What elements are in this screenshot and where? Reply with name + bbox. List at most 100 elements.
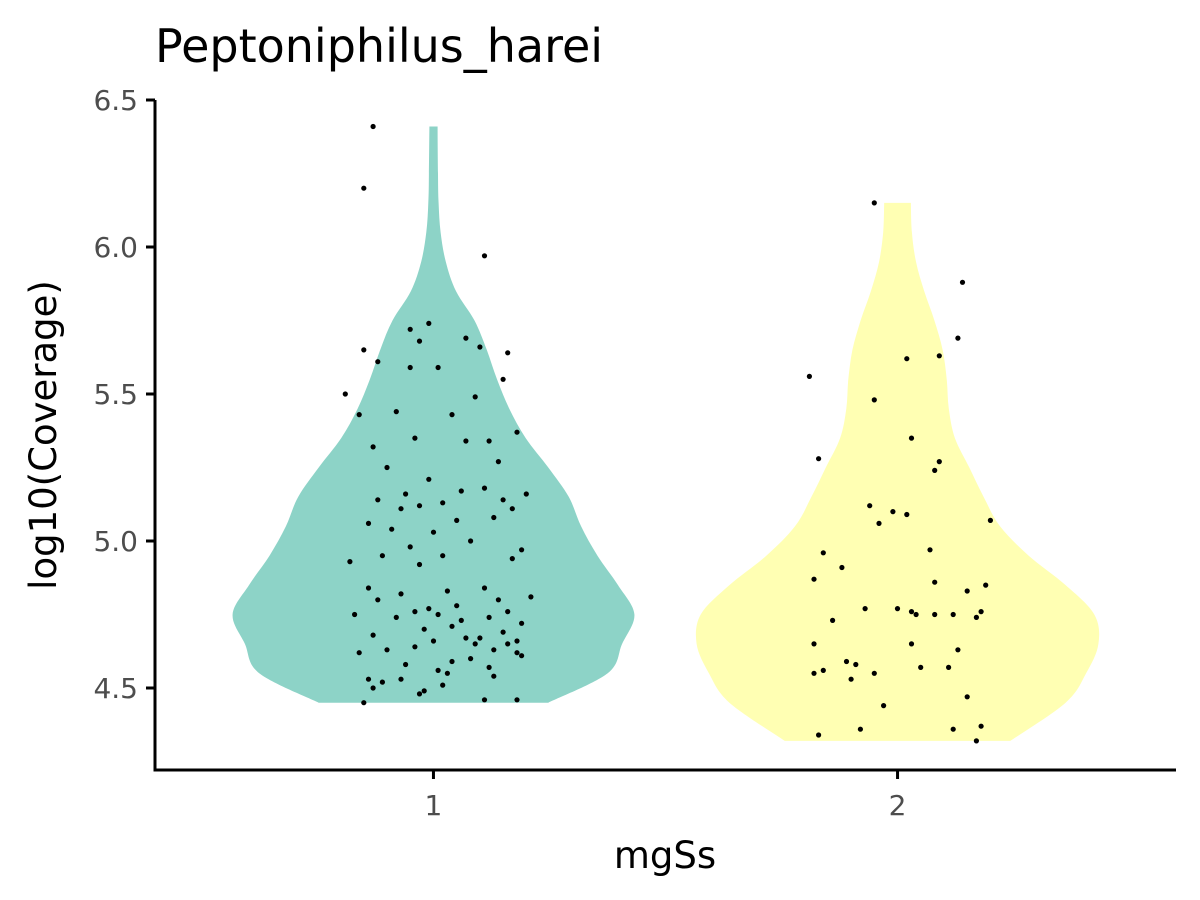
data-point <box>514 697 520 703</box>
data-point <box>867 503 873 509</box>
violin-1 <box>232 126 635 703</box>
y-tick-label: 5.5 <box>93 378 138 411</box>
data-point <box>495 597 501 603</box>
data-point <box>913 611 919 618</box>
data-point <box>398 676 404 682</box>
data-point <box>342 391 348 397</box>
data-point <box>430 529 437 535</box>
data-point <box>389 526 395 532</box>
data-point <box>370 444 376 450</box>
data-point <box>407 326 413 332</box>
data-point <box>894 606 901 612</box>
data-point <box>435 611 441 618</box>
data-point <box>356 650 362 656</box>
data-point <box>444 588 450 594</box>
data-point <box>430 638 437 644</box>
data-point <box>830 617 836 624</box>
data-point <box>853 661 859 668</box>
data-point <box>843 658 850 665</box>
data-point <box>978 609 984 615</box>
data-point <box>946 664 952 671</box>
data-point <box>918 664 924 671</box>
data-point <box>987 517 994 524</box>
data-point <box>495 459 501 465</box>
data-point <box>932 611 938 618</box>
data-point <box>964 588 970 594</box>
data-point <box>908 641 915 647</box>
data-point <box>964 694 970 700</box>
data-point <box>973 614 980 621</box>
data-point <box>908 609 915 615</box>
data-point <box>500 629 506 635</box>
data-point <box>463 438 469 444</box>
violin-2 <box>695 202 1100 741</box>
data-point <box>370 123 376 130</box>
data-point <box>440 553 446 559</box>
data-point <box>486 438 492 444</box>
y-tick-label: 6.5 <box>93 84 138 117</box>
data-point <box>950 726 956 732</box>
data-point <box>932 579 938 585</box>
data-point <box>477 344 483 350</box>
data-point <box>519 620 525 626</box>
data-point <box>398 591 404 597</box>
data-point <box>481 697 488 703</box>
data-point <box>959 279 966 285</box>
data-point <box>435 667 441 674</box>
data-point <box>468 538 474 544</box>
data-point <box>978 723 984 729</box>
data-point <box>514 429 520 435</box>
data-point <box>449 623 455 629</box>
data-point <box>486 664 492 671</box>
jitter-points-layer <box>342 123 994 744</box>
data-point <box>352 611 358 618</box>
data-point <box>950 611 956 618</box>
data-point <box>871 397 877 403</box>
data-point <box>365 520 372 527</box>
data-point <box>491 514 497 521</box>
data-point <box>500 376 506 382</box>
data-point <box>481 253 488 259</box>
data-point <box>393 614 399 621</box>
data-point <box>472 641 478 647</box>
data-point <box>871 670 877 676</box>
data-point <box>806 373 813 379</box>
data-point <box>514 638 520 644</box>
data-point <box>426 606 432 612</box>
data-point <box>519 653 525 659</box>
y-tick-label: 6.0 <box>93 231 138 264</box>
violin-layer <box>232 126 1100 741</box>
data-point <box>816 456 822 462</box>
data-point <box>416 691 423 697</box>
data-point <box>403 491 409 497</box>
chart-title: Peptoniphilus_harei <box>155 19 603 73</box>
data-point <box>384 464 390 471</box>
data-point <box>365 585 372 591</box>
data-point <box>955 335 961 341</box>
data-point <box>839 564 845 571</box>
data-point <box>384 647 390 653</box>
data-point <box>936 459 942 465</box>
data-point <box>862 606 868 612</box>
data-point <box>509 506 515 512</box>
data-point <box>932 467 938 473</box>
data-point <box>519 547 525 553</box>
data-point <box>454 603 460 609</box>
data-point <box>876 520 882 527</box>
data-point <box>505 609 511 615</box>
data-point <box>468 656 474 662</box>
y-tick-label: 5.0 <box>93 525 138 558</box>
data-point <box>500 497 506 503</box>
data-point <box>361 347 367 353</box>
data-point <box>509 556 515 562</box>
data-point <box>908 435 915 441</box>
data-point <box>412 609 418 615</box>
data-point <box>403 661 409 668</box>
data-point <box>820 667 826 674</box>
data-point <box>463 635 469 641</box>
data-point <box>811 670 817 676</box>
data-point <box>426 476 432 482</box>
data-point <box>412 435 418 441</box>
data-point <box>486 614 492 621</box>
